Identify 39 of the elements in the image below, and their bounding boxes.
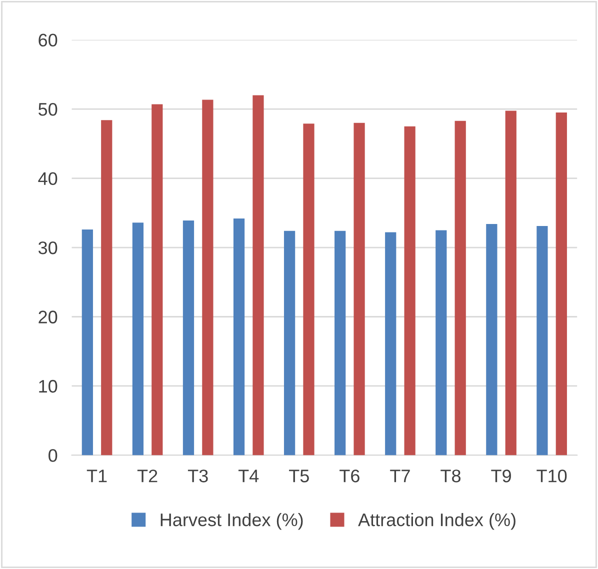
bar	[505, 110, 516, 456]
bar	[536, 226, 548, 456]
bar	[334, 230, 346, 456]
x-tick-label: T7	[390, 470, 410, 482]
legend-label: Harvest Index (%)	[160, 512, 303, 530]
x-tick-label: T10	[536, 470, 567, 482]
y-tick-label: 40	[38, 172, 58, 186]
y-tick-label: 30	[38, 241, 58, 254]
legend-label: Attraction Index (%)	[358, 512, 516, 530]
x-tick-label: T2	[137, 470, 158, 482]
x-tick-label: T3	[188, 470, 208, 482]
bar	[101, 120, 112, 456]
y-tick-label: 0	[48, 449, 58, 462]
bar	[82, 230, 93, 456]
bar	[556, 112, 567, 456]
y-tick-label: 20	[38, 310, 58, 324]
x-tick-label: T6	[340, 470, 360, 482]
x-tick-label: T9	[491, 470, 511, 482]
x-tick-label: T5	[289, 470, 309, 482]
bar	[152, 104, 163, 456]
y-tick-label: 50	[38, 102, 58, 116]
x-tick-label: T8	[440, 470, 460, 482]
bar	[284, 230, 296, 456]
bar	[182, 220, 194, 456]
y-tick-label: 10	[39, 380, 58, 393]
bar	[404, 126, 416, 456]
bar	[303, 124, 314, 456]
bar	[202, 100, 214, 456]
bar	[486, 224, 498, 456]
bar	[436, 230, 447, 456]
bar	[454, 120, 466, 456]
bar	[132, 222, 144, 456]
bar	[385, 232, 396, 456]
bar	[233, 218, 245, 456]
y-tick-label: 60	[38, 34, 58, 47]
x-tick-label: T4	[238, 470, 259, 482]
bar	[354, 122, 365, 456]
bar	[252, 95, 264, 456]
x-tick-label: T1	[86, 470, 107, 482]
